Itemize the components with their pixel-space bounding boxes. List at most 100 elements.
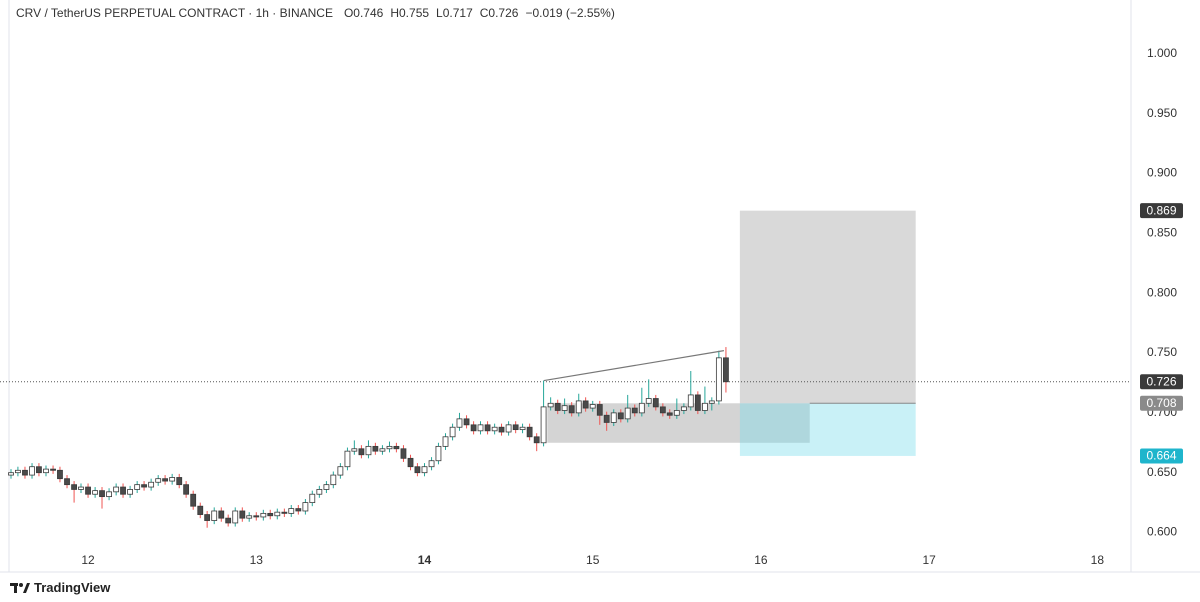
y-tick-label: 0.950 [1147,106,1177,120]
candle-body [379,448,386,452]
candle-body [393,445,400,450]
stop-zone [739,403,916,456]
price-label-box [1140,395,1183,411]
ohlc-value: H0.755 [390,6,430,20]
symbol: CRV / TetherUS PERPETUAL CONTRACT · 1h ·… [16,6,333,20]
candle-body [491,426,498,432]
candle-body [603,414,610,423]
candle-body [435,445,442,462]
y-tick-label: 0.850 [1147,226,1177,240]
candle-body [197,505,204,515]
logo [10,582,30,593]
y-tick-label: 0.650 [1147,465,1177,479]
candle-body [596,404,603,416]
candle-body [309,493,316,504]
candle-body [414,466,421,474]
x-tick-label: 15 [586,553,600,567]
candle-body [659,406,666,414]
x-tick-label: 14 [418,553,432,567]
candle-body [589,404,596,409]
candle-body [463,418,470,426]
ohlc-value: −0.019 (−2.55%) [525,6,615,20]
candle-body [568,405,575,414]
candle-body [274,511,281,517]
candle-body [134,484,141,490]
candle-body [176,477,183,486]
candle-body [715,357,722,402]
candle-body [148,481,155,488]
candle-body [316,489,323,495]
candle-body [57,469,63,480]
price-label: 0.708 [1146,396,1176,410]
y-tick-label: 0.800 [1147,285,1177,299]
candle-body [702,402,708,411]
candle-body [337,466,344,476]
x-tick-label: 18 [1091,553,1105,567]
candle-body [190,493,197,507]
candle-body [673,410,680,416]
candle-body [155,478,162,483]
candle-body [687,394,694,408]
candle-body [631,407,638,414]
candle-body [358,448,365,456]
x-tick-label: 17 [922,553,936,567]
candle-body [323,484,330,490]
candle-body [29,466,35,476]
candle-body [351,448,358,452]
range-box [547,403,810,443]
candle-body [330,474,337,486]
candle-body [708,400,715,404]
candle-body [43,468,49,474]
candle-body [372,445,379,452]
candle-body [253,515,260,518]
y-tick-label: 0.750 [1147,345,1177,359]
candle-body [120,486,126,495]
candle-body [519,426,526,431]
candle-body [204,514,211,521]
price-label-box [1140,374,1183,390]
candle-body [421,466,428,474]
candle-body [666,412,673,416]
candle-body [183,484,190,495]
candle-body [211,510,218,521]
candle-body [113,486,120,493]
candle-body [232,510,239,524]
candle-body [50,468,56,471]
candle-body [498,426,505,433]
candle-body [267,512,274,517]
candle-body [512,424,519,431]
candle-body [723,357,729,383]
candle-body [127,489,134,495]
candle-body [694,394,701,411]
candle-body [505,424,512,433]
candle-body [540,406,547,444]
candle-body [99,490,105,498]
x-tick-label: 16 [754,553,768,567]
x-tick-label: 12 [81,553,95,567]
price-label: 0.869 [1146,203,1176,217]
candle-body [610,412,617,423]
candle-body [106,491,112,498]
candle-body [225,517,232,524]
candle-body [281,511,288,514]
candle-body [547,402,554,408]
candle-body [239,510,246,519]
candle-body [162,478,168,482]
candle-body [295,508,302,512]
candle-body [22,469,28,476]
candle-body [365,445,372,456]
candle-body [533,436,540,444]
candle-body [78,486,84,490]
candle-body [400,448,407,459]
candle-body [477,424,484,432]
candle-body [36,466,42,474]
candle-body [442,436,449,447]
candle-body [386,445,393,450]
candle-body [288,508,295,514]
y-tick-label: 0.900 [1147,166,1177,180]
ohlc-value: C0.726 [479,6,519,20]
header: CRV / TetherUS PERPETUAL CONTRACT · 1h ·… [16,6,615,20]
candle-body [8,472,14,476]
candle-body [428,460,435,468]
